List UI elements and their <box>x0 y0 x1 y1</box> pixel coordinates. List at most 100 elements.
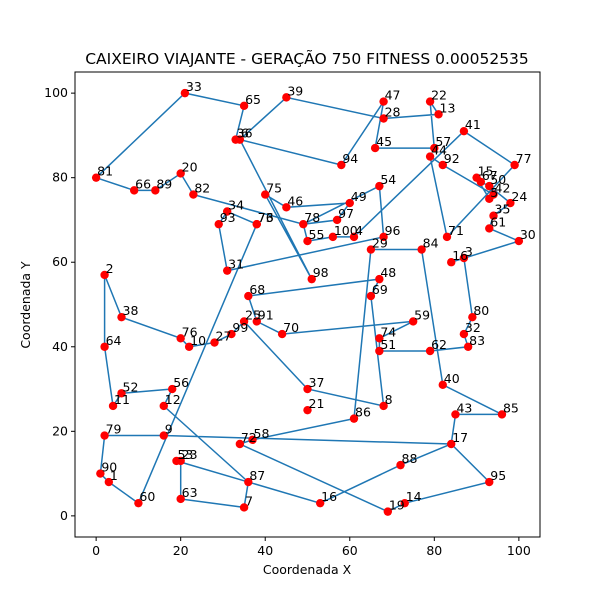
city-label: 99 <box>232 320 248 335</box>
city-point <box>159 401 168 411</box>
city-label: 34 <box>228 198 244 213</box>
x-axis-ticks: 0 20 40 60 80 100 <box>92 537 531 558</box>
city-point <box>252 317 261 326</box>
city-label: 35 <box>495 202 511 217</box>
city-label: 100 <box>334 223 358 238</box>
city-point <box>379 114 388 123</box>
city-label: 57 <box>435 134 451 149</box>
city-point <box>252 219 261 229</box>
city-point <box>307 274 316 284</box>
city-point <box>375 181 384 191</box>
city-point <box>400 498 409 508</box>
city-point <box>438 160 447 170</box>
city-label: 56 <box>173 375 189 390</box>
city-label: 53 <box>177 447 193 462</box>
city-label: 38 <box>123 303 139 318</box>
city-point <box>366 245 376 254</box>
city-label: 30 <box>520 227 536 242</box>
city-point <box>425 152 435 161</box>
city-point <box>96 469 105 478</box>
city-label: 83 <box>469 333 485 348</box>
y-tick-label: 60 <box>52 254 68 269</box>
x-tick-label: 0 <box>92 543 100 558</box>
city-point <box>485 194 494 204</box>
city-label: 51 <box>380 337 396 352</box>
city-point <box>379 97 388 106</box>
city-label: 49 <box>351 189 367 204</box>
city-label: 85 <box>503 400 519 415</box>
city-point <box>239 503 249 512</box>
city-label: 97 <box>338 206 354 221</box>
city-point <box>425 97 435 106</box>
city-point <box>506 198 515 208</box>
city-point <box>425 346 435 356</box>
city-label: 14 <box>406 489 422 504</box>
x-axis-label: Coordenada X <box>263 562 352 577</box>
x-tick-label: 60 <box>342 543 358 558</box>
city-label: 13 <box>440 100 456 115</box>
city-label: 59 <box>414 307 430 322</box>
city-label: 25 <box>245 307 261 322</box>
city-point <box>168 384 177 394</box>
city-point <box>134 498 143 508</box>
city-point <box>222 207 232 216</box>
city-point <box>277 329 287 339</box>
city-label: 19 <box>389 498 405 513</box>
y-tick-label: 40 <box>52 339 68 354</box>
city-label: 58 <box>254 426 270 441</box>
city-label: 15 <box>478 164 494 179</box>
city-label: 79 <box>106 422 122 437</box>
city-label: 61 <box>490 214 506 229</box>
city-label: 72 <box>241 430 257 445</box>
city-label: 71 <box>448 223 464 238</box>
city-label: 82 <box>194 181 210 196</box>
city-point <box>514 236 524 246</box>
city-point <box>375 274 384 284</box>
x-tick-label: 20 <box>173 543 189 558</box>
y-axis-ticks: 0 20 40 60 80 100 <box>44 85 75 523</box>
city-label: 74 <box>380 324 396 339</box>
city-label: 69 <box>372 282 388 297</box>
city-label: 60 <box>139 489 155 504</box>
city-point <box>417 245 426 254</box>
city-label: 5 <box>490 185 498 200</box>
city-point <box>100 431 109 440</box>
city-label: 4 <box>355 223 363 238</box>
city-label: 50 <box>490 172 506 187</box>
city-label: 93 <box>220 210 236 225</box>
city-point <box>117 312 126 322</box>
city-label: 73 <box>258 210 274 225</box>
city-label: 22 <box>431 88 447 103</box>
city-point <box>100 270 109 280</box>
city-label: 6 <box>241 126 249 141</box>
city-point <box>282 93 291 102</box>
city-point <box>345 198 354 208</box>
city-point <box>159 431 168 440</box>
y-tick-label: 80 <box>52 170 68 185</box>
city-label: 55 <box>309 227 325 242</box>
city-label: 70 <box>283 320 299 335</box>
city-label: 96 <box>385 223 401 238</box>
city-point <box>430 143 439 153</box>
city-label: 46 <box>287 193 303 208</box>
city-point <box>408 317 418 326</box>
city-label: 48 <box>380 265 396 280</box>
city-label: 16 <box>321 489 337 504</box>
city-point <box>370 143 380 153</box>
city-label: 39 <box>287 83 303 98</box>
city-point <box>282 203 291 212</box>
city-label: 37 <box>309 375 325 390</box>
city-point <box>463 342 473 351</box>
city-point <box>176 494 185 504</box>
city-label: 77 <box>516 151 532 166</box>
city-label: 44 <box>431 143 447 158</box>
city-label: 92 <box>444 151 460 166</box>
city-point <box>485 224 494 233</box>
city-point <box>151 186 160 195</box>
city-label: 75 <box>266 181 282 196</box>
city-label: 27 <box>216 329 232 344</box>
city-point <box>366 291 376 301</box>
city-point <box>222 266 232 275</box>
city-point <box>447 439 456 449</box>
city-point <box>451 410 460 419</box>
